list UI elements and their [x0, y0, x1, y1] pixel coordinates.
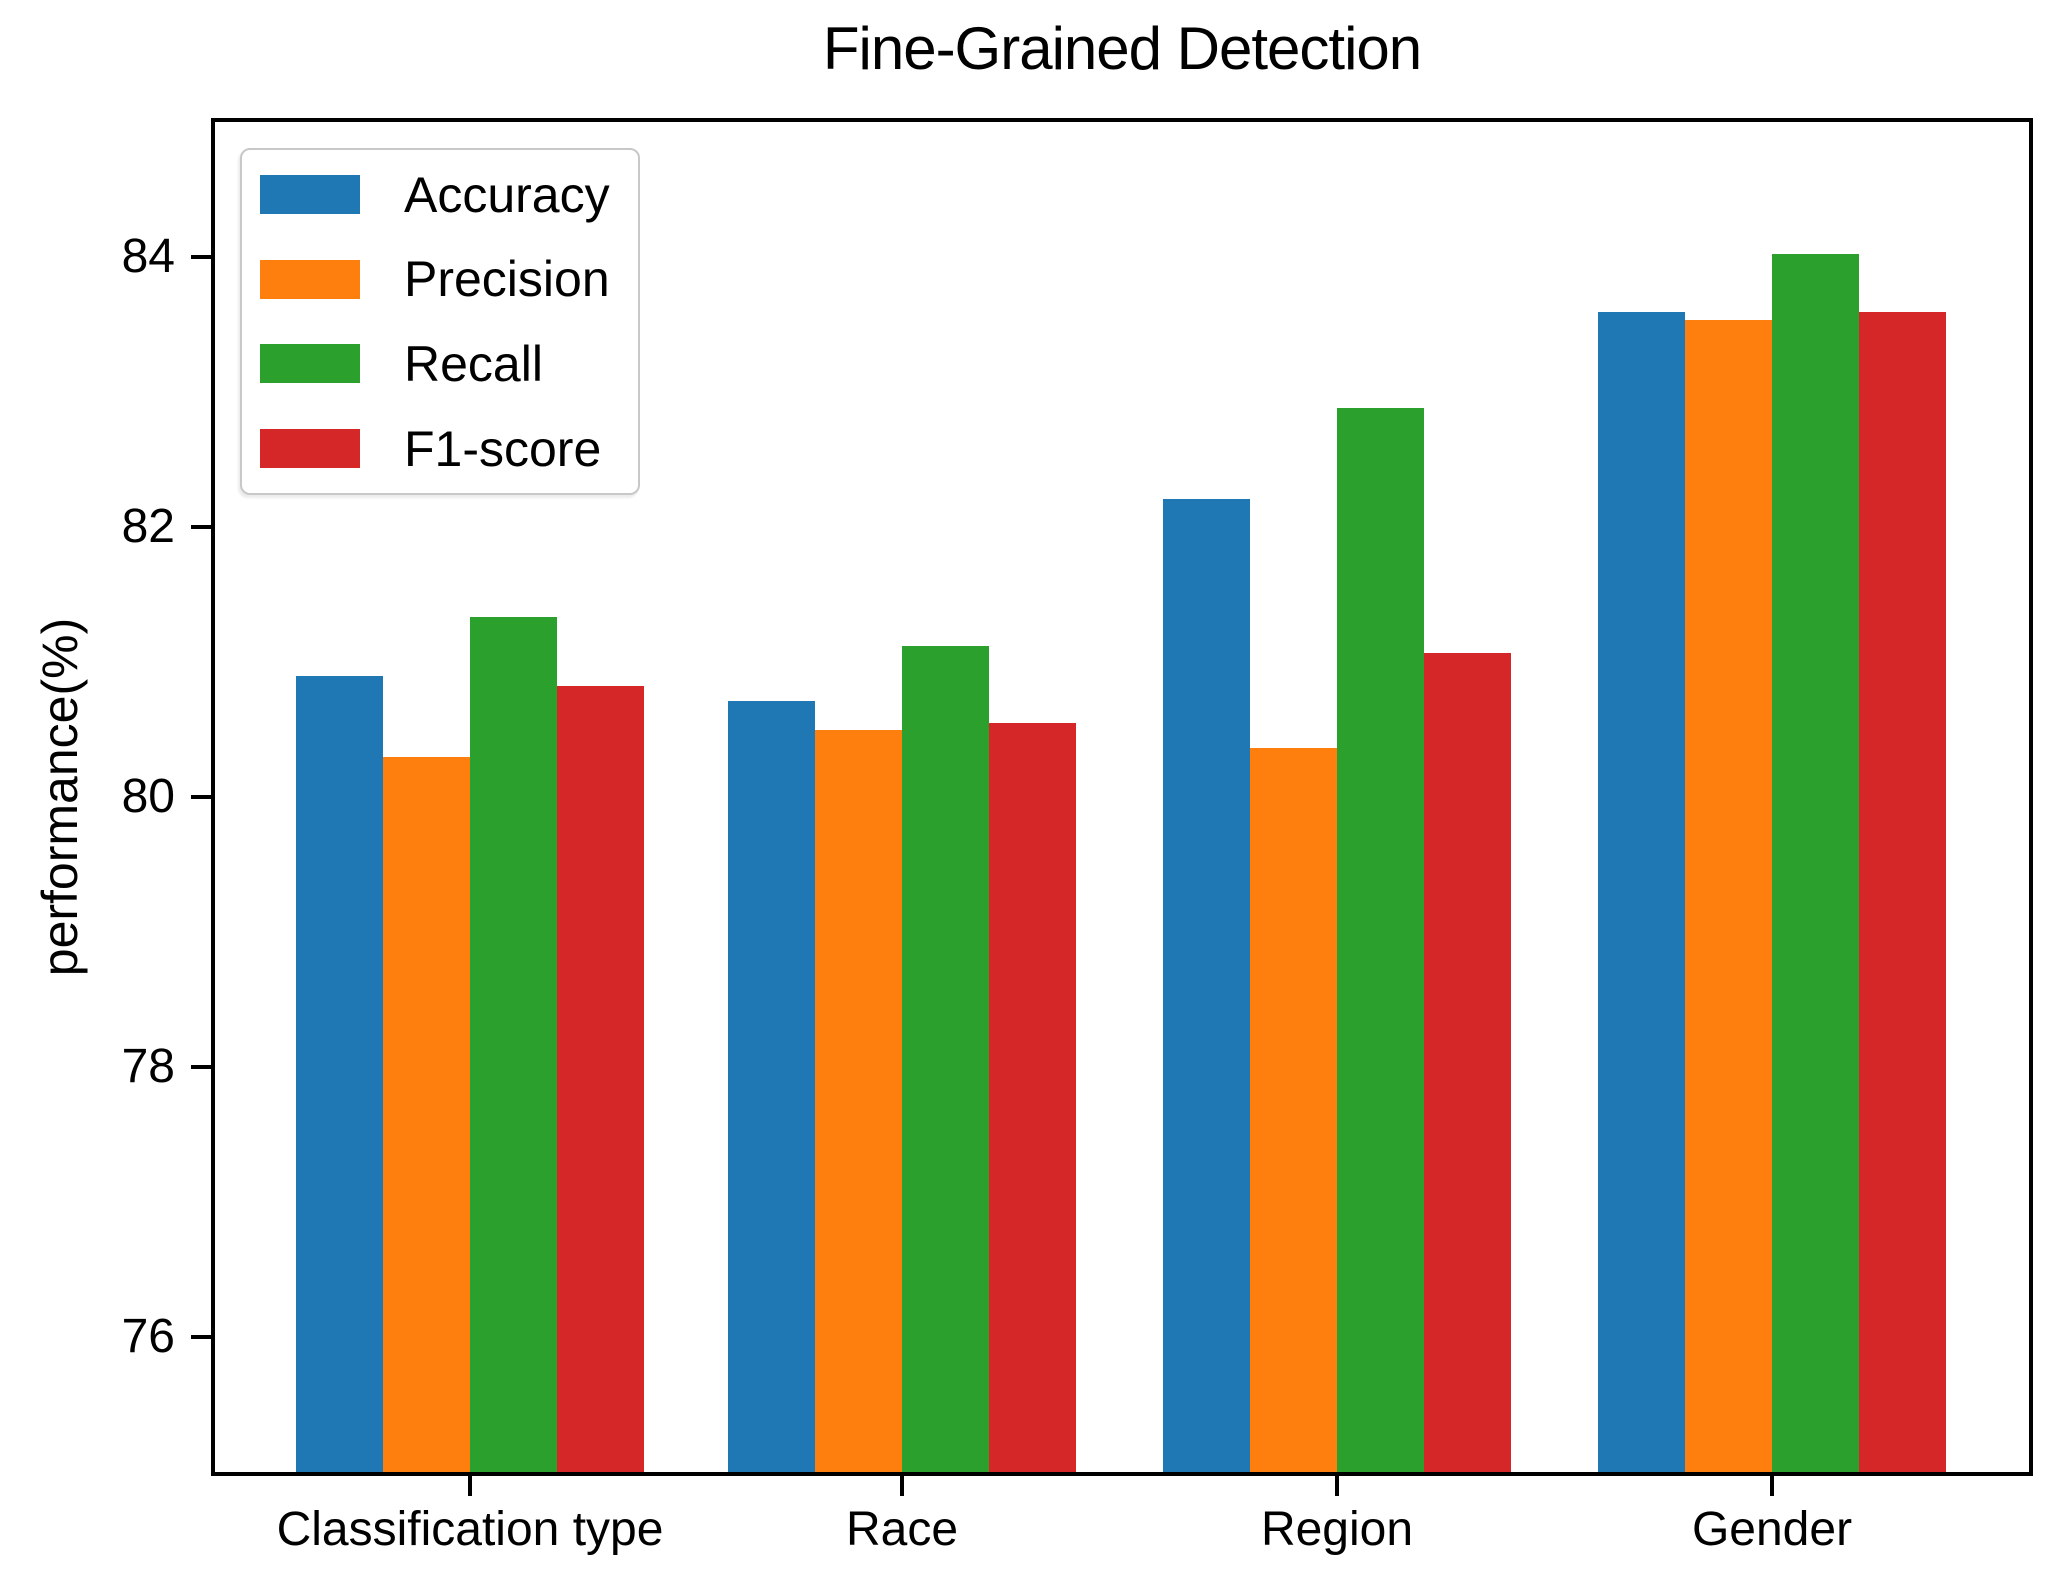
x-tick-mark-race — [900, 1476, 904, 1496]
y-tick-mark-78 — [191, 1065, 211, 1069]
legend-label-recall: Recall — [404, 335, 543, 392]
legend-swatch-f1-score — [260, 429, 360, 469]
x-tick-label-classification-type: Classification type — [276, 1503, 664, 1556]
x-tick-mark-gender — [1770, 1476, 1774, 1496]
plot-area: performance(%) 76 78 80 82 84 Classification… — [32, 118, 2033, 1554]
legend-label-accuracy: Accuracy — [404, 166, 610, 223]
y-tick-mark-84 — [191, 255, 211, 259]
y-tick-label-80: 80 — [121, 770, 175, 823]
x-tick-mark-classification-type — [468, 1476, 472, 1496]
legend-item-precision: Precision — [242, 237, 638, 322]
x-tick-label-region: Region — [1260, 1503, 1414, 1556]
x-tick-mark-region — [1335, 1476, 1339, 1496]
bar-precision-classification-type — [383, 756, 470, 1472]
bar-f1-score-race — [989, 722, 1076, 1472]
bar-recall-classification-type — [470, 617, 557, 1472]
y-tick-mark-76 — [191, 1335, 211, 1339]
bar-accuracy-region — [1163, 498, 1250, 1472]
bar-precision-gender — [1685, 320, 1772, 1472]
bar-recall-race — [902, 645, 989, 1472]
x-tick-label-gender: Gender — [1691, 1503, 1853, 1556]
bar-f1-score-region — [1424, 652, 1511, 1472]
bar-precision-race — [815, 729, 902, 1472]
legend-item-f1-score: F1-score — [242, 406, 638, 491]
legend-swatch-accuracy — [260, 175, 360, 214]
bar-recall-gender — [1772, 254, 1859, 1472]
legend-label-f1-score: F1-score — [404, 420, 602, 477]
y-tick-mark-82 — [191, 525, 211, 529]
bar-accuracy-classification-type — [296, 675, 383, 1472]
y-tick-label-82: 82 — [121, 500, 175, 553]
bar-precision-region — [1250, 748, 1337, 1472]
y-tick-label-78: 78 — [121, 1040, 175, 1093]
legend-item-recall: Recall — [242, 321, 638, 406]
y-tick-mark-80 — [191, 795, 211, 799]
legend-swatch-recall — [260, 344, 360, 384]
bar-accuracy-race — [728, 701, 815, 1472]
chart-title: Fine-Grained Detection — [822, 15, 1422, 82]
bar-accuracy-gender — [1598, 312, 1685, 1472]
bar-recall-region — [1337, 408, 1424, 1472]
legend-swatch-precision — [260, 259, 360, 299]
x-tick-label-race: Race — [845, 1503, 959, 1556]
bar-f1-score-gender — [1859, 312, 1946, 1472]
bar-f1-score-classification-type — [557, 686, 644, 1472]
y-tick-label-76: 76 — [121, 1310, 175, 1363]
legend: Accuracy Precision Recall F1-score — [240, 148, 640, 495]
y-tick-label-84: 84 — [121, 230, 175, 283]
legend-item-accuracy: Accuracy — [242, 152, 638, 237]
legend-label-precision: Precision — [404, 251, 610, 308]
